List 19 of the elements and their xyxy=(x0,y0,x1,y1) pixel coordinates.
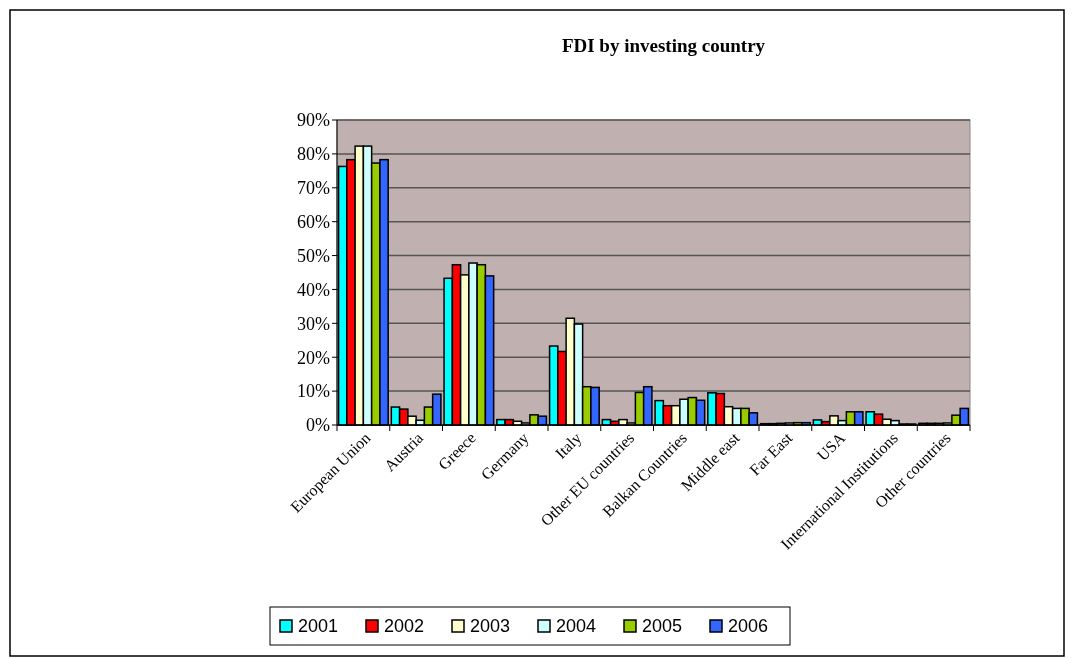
y-tick-label: 70% xyxy=(297,178,330,199)
y-tick-label: 0% xyxy=(306,415,330,436)
y-tick-label: 40% xyxy=(297,279,330,300)
chart-title: FDI by investing country xyxy=(561,35,766,56)
legend-label: 2006 xyxy=(728,616,769,637)
legend-label: 2003 xyxy=(470,616,511,637)
legend-label: 2002 xyxy=(384,616,425,637)
y-tick-label: 10% xyxy=(297,381,330,402)
y-tick-label: 60% xyxy=(297,211,330,232)
y-tick-label: 90% xyxy=(297,110,330,131)
y-tick-label: 50% xyxy=(297,245,330,266)
y-tick-label: 80% xyxy=(297,144,330,165)
legend-label: 2004 xyxy=(556,616,597,637)
x-tick-label: Italy xyxy=(551,429,586,463)
x-tick-label: Far East xyxy=(746,428,796,479)
legend-label: 2001 xyxy=(298,616,339,637)
y-tick-label: 30% xyxy=(297,313,330,334)
y-tick-label: 20% xyxy=(297,347,330,368)
legend-label: 2005 xyxy=(642,616,683,637)
